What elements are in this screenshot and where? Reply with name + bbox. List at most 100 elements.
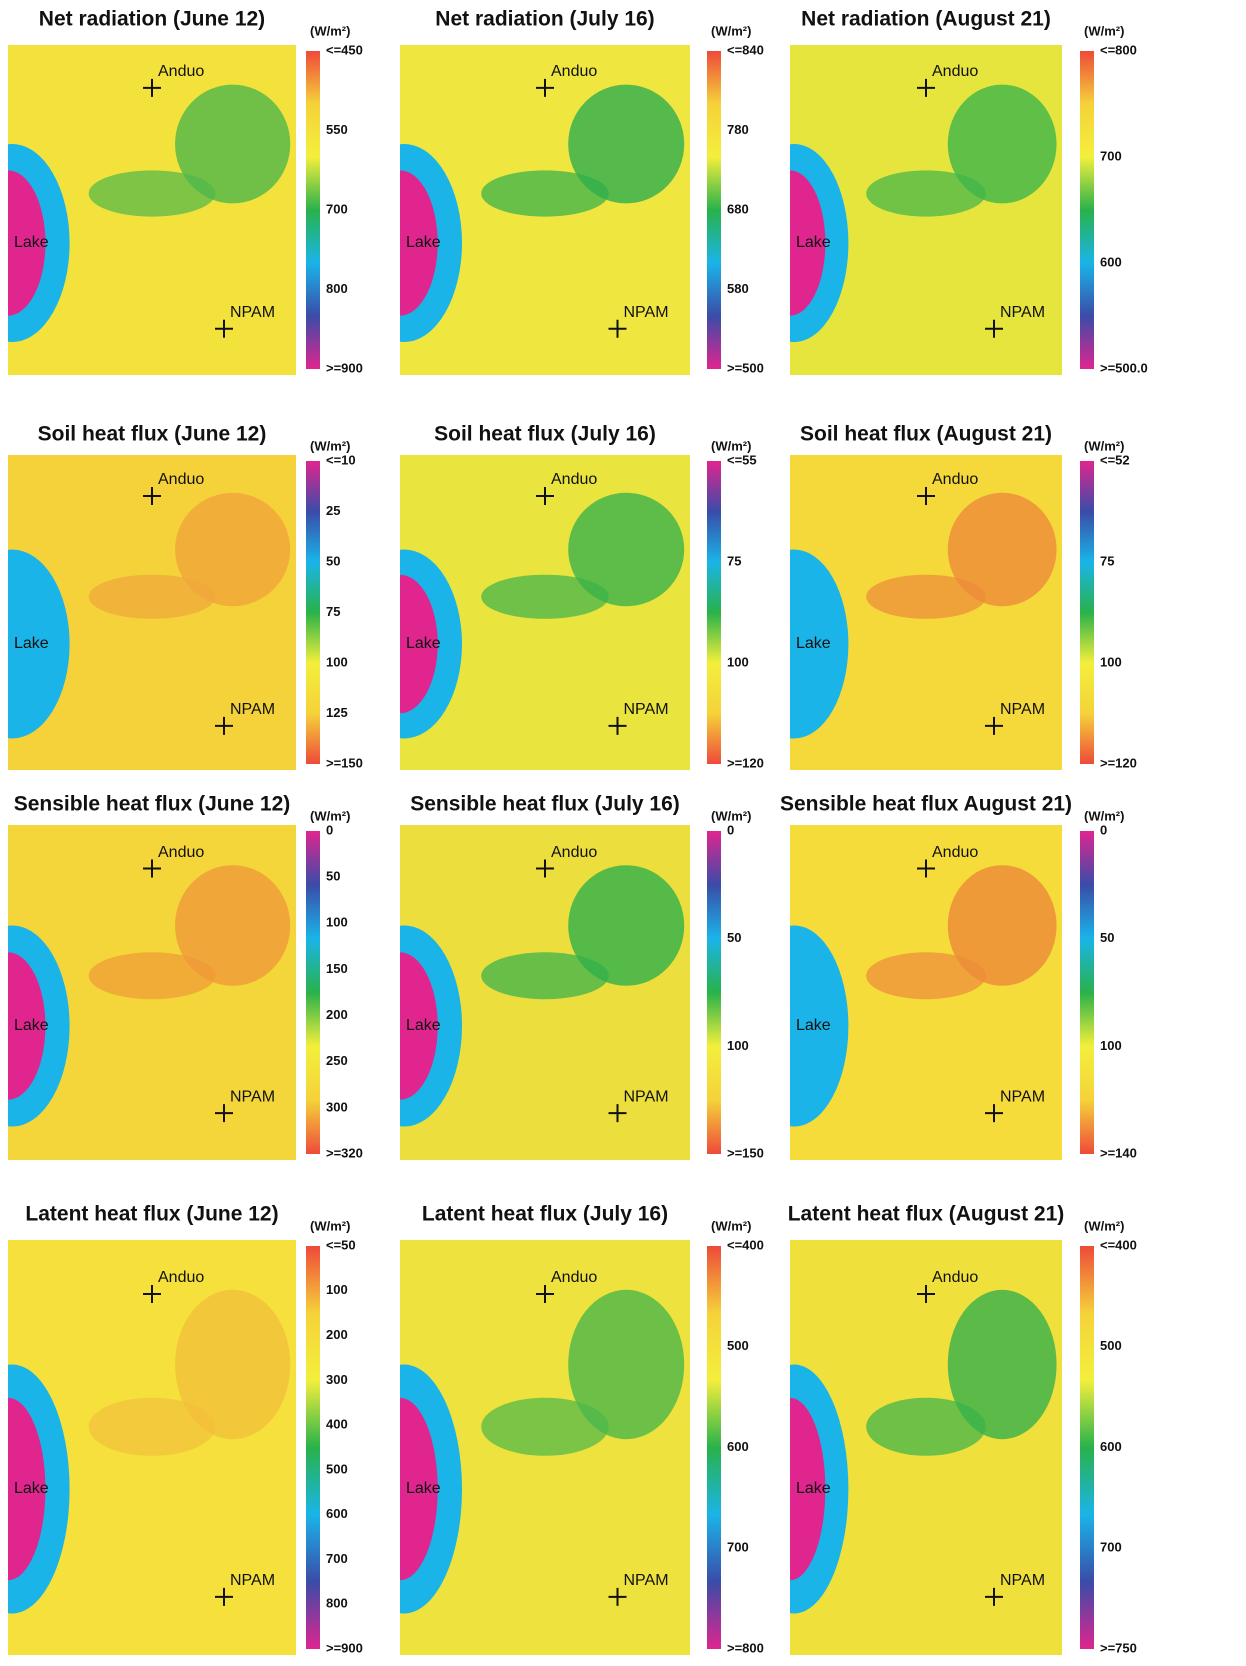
map	[8, 1240, 296, 1655]
lake-label: Lake	[406, 234, 441, 251]
panel-title: Net radiation (July 16)	[435, 8, 654, 31]
lake-label: Lake	[796, 635, 831, 652]
colorbar-tick-label: 50	[1100, 930, 1114, 945]
map-patch	[568, 492, 685, 607]
site-marker	[143, 1284, 161, 1303]
colorbar-tick-label: 700	[326, 1551, 348, 1566]
lake-label: Lake	[796, 1480, 831, 1497]
unit-label: (W/m²)	[711, 438, 751, 453]
site-label: Anduo	[551, 1269, 597, 1286]
colorbar-tick-label: 100	[1100, 654, 1122, 669]
map	[790, 455, 1062, 770]
lake	[790, 952, 826, 1100]
colorbar-tick-label: 100	[1100, 1038, 1122, 1053]
site-label: Anduo	[551, 844, 597, 861]
colorbar-tick-label: <=52	[1100, 452, 1130, 467]
lake-label: Lake	[796, 234, 831, 251]
site-marker	[143, 486, 161, 505]
colorbar-tick-label: 75	[1100, 553, 1114, 568]
site-label: NPAM	[1000, 1088, 1045, 1105]
colorbar-tick-label: >=900	[326, 1640, 363, 1655]
colorbar-tick-label: 700	[326, 201, 348, 216]
colorbar-tick-label: 50	[326, 553, 340, 568]
lake-label: Lake	[406, 635, 441, 652]
lake	[400, 952, 438, 1100]
site-label: Anduo	[932, 63, 978, 80]
colorbar-tick-label: 0	[1100, 822, 1107, 837]
lake	[8, 1397, 46, 1581]
colorbar	[707, 461, 721, 764]
colorbar-tick-label: 600	[727, 1439, 749, 1454]
colorbar-tick-label: 800	[326, 1596, 348, 1611]
lake-label: Lake	[796, 1017, 831, 1034]
map-patch	[481, 170, 609, 217]
map-patch	[568, 84, 685, 204]
panel: Soil heat flux (August 21) (W/m²) Lake Andu…	[790, 423, 1137, 770]
map-patch	[175, 84, 291, 204]
colorbar	[1080, 461, 1094, 764]
panel: Net radiation (August 21) (W/m²) Lake Anduo…	[790, 8, 1148, 375]
colorbar-tick-label: 75	[326, 604, 340, 619]
colorbar	[306, 461, 320, 764]
colorbar-tick-label: <=50	[326, 1237, 356, 1252]
colorbar-tick-label: >=500	[727, 360, 764, 375]
site-marker	[536, 1284, 554, 1303]
lake	[8, 952, 46, 1100]
colorbar-tick-label: 600	[1100, 254, 1122, 269]
site-marker	[215, 716, 233, 735]
map-patch	[88, 170, 216, 217]
site-label: NPAM	[1000, 304, 1045, 321]
colorbar-tick-label: >=150	[727, 1145, 764, 1160]
panel: Net radiation (June 12) (W/m²) Lake Anduo NP…	[8, 8, 363, 375]
panel-title: Latent heat flux (June 12)	[25, 1203, 278, 1226]
colorbar-tick-label: 50	[326, 869, 340, 884]
site-label: NPAM	[624, 1088, 669, 1105]
colorbar-tick-label: 100	[326, 1282, 348, 1297]
colorbar-tick-label: <=400	[727, 1237, 764, 1252]
map-patch	[175, 492, 291, 607]
site-marker	[608, 319, 627, 338]
colorbar-tick-label: <=840	[727, 42, 764, 57]
map-patch	[88, 574, 216, 619]
colorbar-tick-label: >=120	[727, 755, 764, 770]
site-marker	[215, 1104, 233, 1123]
site-marker	[215, 319, 233, 338]
map-patch	[88, 952, 216, 1000]
unit-label: (W/m²)	[711, 808, 751, 823]
site-label: NPAM	[624, 701, 669, 718]
site-label: NPAM	[230, 1572, 275, 1589]
unit-label: (W/m²)	[310, 1218, 350, 1233]
colorbar-tick-label: 75	[727, 553, 741, 568]
site-label: NPAM	[624, 304, 669, 321]
unit-label: (W/m²)	[310, 438, 350, 453]
map-patch	[481, 574, 609, 619]
map-patch	[947, 84, 1057, 204]
panel-title: Sensible heat flux (July 16)	[410, 793, 680, 816]
colorbar-tick-label: 0	[727, 822, 734, 837]
site-marker	[536, 486, 554, 505]
site-label: Anduo	[932, 1269, 978, 1286]
unit-label: (W/m²)	[1084, 438, 1124, 453]
site-marker	[985, 716, 1003, 735]
panel: Latent heat flux (July 16) (W/m²) Lake Andu…	[400, 1203, 764, 1655]
map-patch	[866, 574, 986, 619]
colorbar-tick-label: 200	[326, 1007, 348, 1022]
lake	[8, 170, 46, 316]
map-patch	[175, 1289, 291, 1440]
colorbar-tick-label: 500	[1100, 1338, 1122, 1353]
map-patch	[88, 1397, 216, 1456]
panel-title: Soil heat flux (June 12)	[38, 423, 267, 446]
colorbar-tick-label: >=140	[1100, 1145, 1137, 1160]
colorbar-tick-label: >=750	[1100, 1640, 1137, 1655]
site-marker	[536, 78, 554, 97]
colorbar-tick-label: 300	[326, 1099, 348, 1114]
site-label: Anduo	[932, 471, 978, 488]
panel: Latent heat flux (August 21) (W/m²) Lake An…	[788, 1203, 1137, 1656]
site-label: Anduo	[932, 844, 978, 861]
colorbar-tick-label: 600	[1100, 1439, 1122, 1454]
panel-title: Sensible heat flux (June 12)	[14, 793, 291, 816]
lake	[790, 574, 826, 714]
site-marker	[143, 859, 161, 878]
map	[8, 455, 296, 770]
colorbar-tick-label: <=10	[326, 452, 356, 467]
